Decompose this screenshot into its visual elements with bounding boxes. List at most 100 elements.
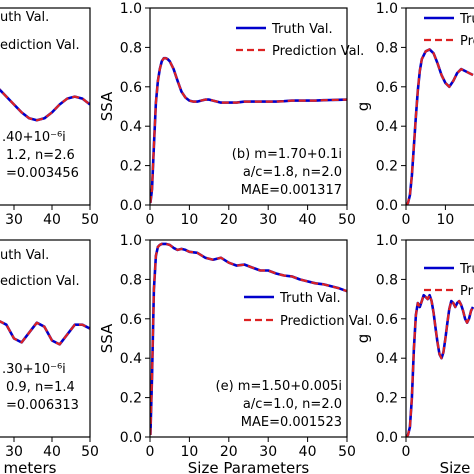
series-line-prediction <box>0 320 90 346</box>
series-line-truth <box>0 319 90 346</box>
x-tick-label: 50 <box>81 444 99 460</box>
y-tick-label: 0.2 <box>376 159 398 175</box>
y-tick-label: 0.4 <box>120 351 142 367</box>
legend-entry: ediction Val. <box>0 274 80 289</box>
y-tick-label: 1.0 <box>120 1 142 17</box>
series-line-prediction <box>0 88 90 122</box>
annotation-line: =0.006313 <box>6 398 79 413</box>
annotation-line: a/c=1.0, n=2.0 <box>243 397 342 412</box>
plot-area <box>406 293 474 437</box>
legend-entry: Prediction Val. <box>460 34 474 49</box>
x-tick-label: 0 <box>402 212 411 228</box>
x-tick-label: 50 <box>338 444 356 460</box>
legend-entry: uth Val. <box>0 10 49 25</box>
x-tick-label: 0 <box>402 444 411 460</box>
panel-left-top: 30 40 50 uth Val. ediction Val. .40+10⁻⁶i 1.2,… <box>0 7 99 228</box>
plot-area <box>406 48 474 205</box>
y-tick-label: 0.2 <box>120 391 142 407</box>
y-tick-label: 0.2 <box>120 159 142 175</box>
y-tick-label: 0.8 <box>376 272 398 288</box>
x-axis-label: meters <box>4 459 57 474</box>
y-tick-label: 0.4 <box>120 119 142 135</box>
x-tick-label: 0 <box>146 444 155 460</box>
x-tick-label: 40 <box>43 212 61 228</box>
y-axis-label: SSA <box>98 91 116 121</box>
annotation-line: 1.2, n=2.6 <box>6 148 75 163</box>
panel-b: 0 10 20 30 40 50 0.0 0.2 0.4 0.6 0.8 1.0 SSA Truth Va… <box>98 1 364 228</box>
y-tick-label: 1.0 <box>376 1 398 17</box>
legend-entry: Pr <box>460 284 474 299</box>
series-line-truth <box>0 88 90 122</box>
y-axis-label: SSA <box>98 323 116 353</box>
y-tick-label: 0.6 <box>120 80 142 96</box>
legend-entry: Truth Val. <box>459 12 474 27</box>
plot-area <box>0 88 90 122</box>
annotation-line: 0.9, n=1.4 <box>6 380 75 395</box>
x-tick-label: 50 <box>81 212 99 228</box>
y-tick-label: 0.6 <box>376 80 398 96</box>
annotation-line: (b) m=1.70+0.1i <box>232 147 342 162</box>
panel-c: 0 10 0.0 0.2 0.4 0.6 0.8 1.0 g Truth Val. Predicti… <box>354 1 474 228</box>
y-tick-label: 0.6 <box>376 312 398 328</box>
annotation-line: MAE=0.001317 <box>241 183 342 198</box>
annotation-line: .40+10⁻⁶i <box>2 130 66 145</box>
x-tick-label: 50 <box>338 212 356 228</box>
series-line-prediction <box>150 57 347 204</box>
legend-entry: Prediction Val. <box>272 44 364 59</box>
series-line-truth <box>406 48 474 205</box>
plot-area <box>0 319 90 346</box>
y-axis-label: g <box>354 334 372 344</box>
x-tick-label: 20 <box>220 212 238 228</box>
axes-frame <box>405 239 474 438</box>
y-axis-label: g <box>354 102 372 112</box>
axes-frame <box>0 239 91 438</box>
x-tick-label: 0 <box>146 212 155 228</box>
axes-frame <box>0 7 91 206</box>
axes-frame <box>405 7 474 206</box>
x-tick-label: 20 <box>220 444 238 460</box>
annotation-line: MAE=0.001523 <box>241 415 342 430</box>
x-tick-label: 10 <box>436 212 454 228</box>
y-tick-label: 0.0 <box>376 198 398 214</box>
axes-frame <box>149 7 348 206</box>
x-tick-label: 10 <box>180 212 198 228</box>
y-tick-label: 0.4 <box>376 119 398 135</box>
x-tick-label: 10 <box>180 444 198 460</box>
annotation-line: a/c=1.8, n=2.0 <box>243 165 342 180</box>
panel-f: 00.00.20.40.60.81.0gSizeTruthPr(f) <box>354 233 474 474</box>
x-tick-label: 30 <box>259 444 277 460</box>
y-tick-label: 0.8 <box>120 40 142 56</box>
plot-area <box>150 56 347 204</box>
y-tick-label: 0.6 <box>120 312 142 328</box>
y-tick-label: 0.8 <box>120 272 142 288</box>
x-tick-label: 30 <box>5 212 23 228</box>
y-tick-label: 0.4 <box>376 351 398 367</box>
series-line-prediction <box>406 48 474 205</box>
y-tick-label: 0.0 <box>376 430 398 446</box>
y-tick-label: 1.0 <box>376 233 398 249</box>
series-line-prediction <box>406 294 474 437</box>
x-tick-label: 40 <box>299 444 317 460</box>
x-tick-label: 40 <box>43 444 61 460</box>
y-tick-label: 1.0 <box>120 233 142 249</box>
panel-left-bottom: 30 40 50 meters uth Val. ediction Val. .30+10⁻… <box>0 239 99 474</box>
y-tick-label: 0.0 <box>120 198 142 214</box>
y-tick-label: 0.8 <box>376 40 398 56</box>
annotation-line: (e) m=1.50+0.005i <box>216 379 343 394</box>
series-line-prediction <box>150 242 347 436</box>
y-tick-label: 0.0 <box>120 430 142 446</box>
legend-entry: Truth <box>459 262 474 277</box>
annotation-line: =0.003456 <box>6 166 79 181</box>
panel-e: 0 10 20 30 40 50 0.0 0.2 0.4 0.6 0.8 1.0 SSA Size Par… <box>98 233 372 474</box>
axes-frame <box>149 239 348 438</box>
plot-area <box>150 242 347 436</box>
annotation-line: .30+10⁻⁶i <box>2 362 66 377</box>
x-tick-label: 30 <box>259 212 277 228</box>
x-tick-label: 30 <box>5 444 23 460</box>
x-tick-label: 40 <box>299 212 317 228</box>
legend-entry: Prediction Val. <box>280 314 372 329</box>
legend-entry: Truth Val. <box>279 291 341 306</box>
series-line-truth <box>150 56 347 204</box>
legend-entry: uth Val. <box>0 248 49 263</box>
